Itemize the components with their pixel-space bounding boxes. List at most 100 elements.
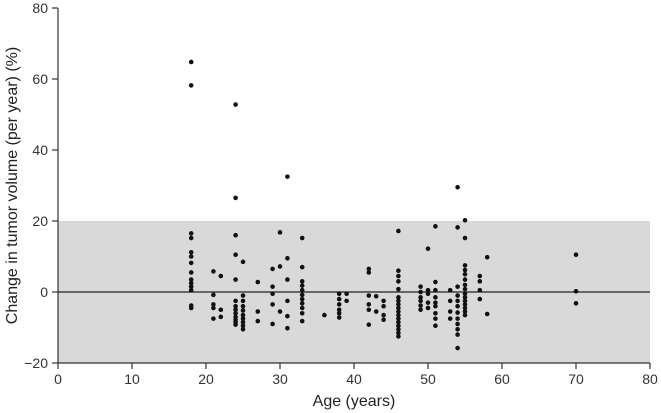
y-tick-label: 20 [32,213,48,229]
data-point [462,298,468,304]
data-point [396,330,401,336]
y-tick-label: 80 [32,0,48,16]
data-point [396,319,401,325]
data-point [396,334,401,339]
data-point [433,279,438,285]
data-point [477,273,483,279]
data-point [455,310,460,315]
data-point [462,295,468,300]
data-point [336,291,342,297]
data-point [373,293,379,299]
data-point [433,300,438,305]
data-point [462,277,468,282]
data-point [396,326,401,332]
data-point [396,295,401,300]
data-point [573,288,579,294]
data-point [188,249,194,255]
data-point [381,303,386,309]
data-point [188,59,194,65]
data-point [418,289,423,295]
data-point [396,309,401,314]
data-point [188,231,194,236]
data-point [396,279,401,284]
data-point [381,298,386,304]
data-point [285,277,290,282]
data-point [218,273,224,279]
data-point [396,273,401,279]
data-point [277,230,283,235]
data-point [233,252,238,258]
data-point [425,246,431,251]
y-axis-title: Change in tumor volume (per year) (%) [4,47,21,324]
data-point [477,279,483,284]
data-point [366,322,372,327]
data-point [336,302,342,307]
data-point [477,296,483,302]
data-point [240,303,246,309]
data-point [233,322,238,327]
data-point [462,271,468,277]
data-point [455,303,460,309]
data-point [299,283,305,288]
data-point [270,302,275,307]
data-point [455,298,460,304]
data-point [240,298,246,304]
data-point [455,316,460,321]
x-tick-label: 40 [346,371,362,387]
data-point [299,301,305,306]
data-point [447,298,453,304]
tick-labels-layer: −20 0 20 40 60 80 0 10 20 30 40 50 60 70 80 [24,0,658,387]
data-point [336,311,342,316]
y-tick-label: 40 [32,142,48,158]
data-point [299,318,305,324]
data-point [218,307,224,313]
data-point [270,321,275,327]
data-point [188,270,194,275]
data-point [462,267,468,273]
data-point [233,311,238,316]
data-point [188,260,194,266]
data-point [396,302,401,307]
data-point [336,315,342,320]
data-point [336,307,342,313]
data-point [484,254,490,260]
data-point [462,309,468,314]
data-point [396,323,401,329]
data-point [462,291,468,297]
data-point [433,316,438,321]
data-point [240,323,246,329]
x-tick-label: 10 [124,371,140,387]
data-point [396,316,401,321]
x-tick-label: 80 [642,371,658,387]
x-axis-title: Age (years) [313,393,396,410]
data-point [418,298,423,304]
data-point [462,282,468,288]
x-tick-label: 0 [54,371,62,387]
data-point [484,311,490,317]
data-point [366,270,372,275]
data-point [425,291,431,297]
data-point [188,83,194,88]
data-point [462,305,468,311]
data-point [240,308,246,313]
data-point [433,311,438,316]
data-point [381,317,386,322]
data-point [366,266,372,272]
data-point [188,235,194,241]
data-point [211,316,216,321]
data-point [455,326,460,332]
data-point [285,298,290,304]
data-point [233,102,238,107]
data-point [299,311,305,316]
data-point [188,277,194,282]
data-point [455,321,460,327]
data-point [433,287,438,293]
data-point [233,303,238,309]
data-point [285,325,290,331]
y-tick-label: 0 [40,284,48,300]
data-point [418,295,423,300]
axes-layer [52,7,651,369]
data-point [211,292,216,298]
